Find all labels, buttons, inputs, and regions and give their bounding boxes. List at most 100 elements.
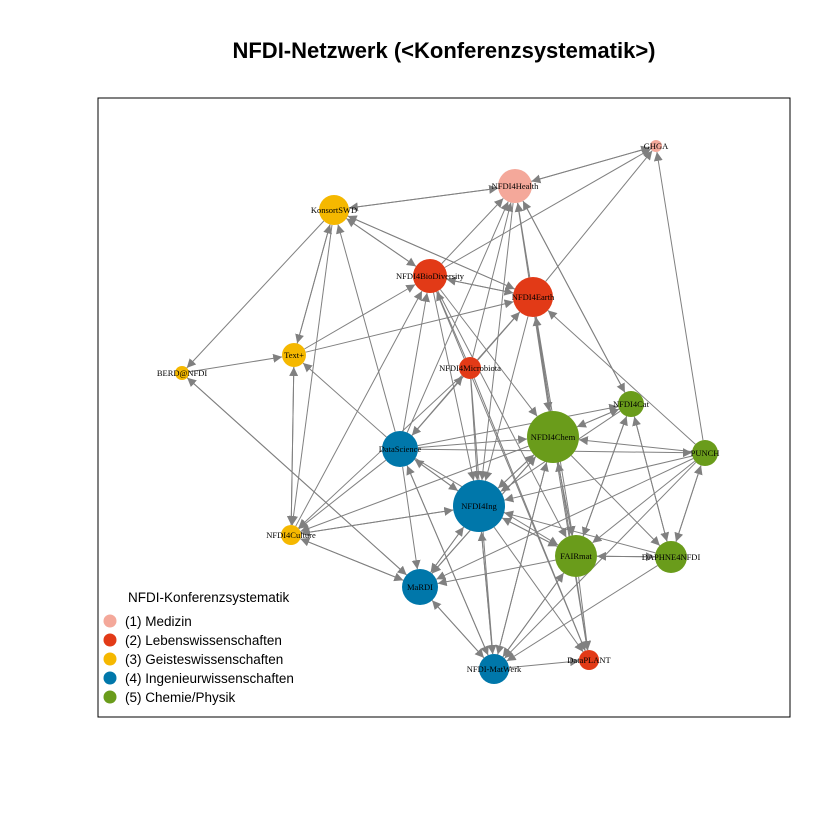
node-label: NFDI4Chem <box>531 432 576 442</box>
node-circle <box>282 343 306 367</box>
node-NFDI4Microbiota: NFDI4Microbiota <box>439 357 501 379</box>
edge-NFDI4BioDiversity-to-FAIRmat <box>437 290 567 538</box>
node-label: GHGA <box>644 141 669 151</box>
edge-NFDI-MatWerk-to-FAIRmat <box>502 572 565 658</box>
edge-NFDI4Culture-to-Text+ <box>289 366 299 526</box>
edge-NFDI-MatWerk-to-DataScience <box>406 465 489 656</box>
edge-NFDI4BioDiversity-to-KonsortSWD <box>346 218 417 267</box>
edge-NFDI4Microbiota-to-NFDI4Health <box>472 202 514 358</box>
edge-NFDI4Chem-to-DAPHNE4NFDI <box>570 455 661 546</box>
node-label: BERD@NFDI <box>157 368 208 378</box>
edge-NFDI4Health-to-NFDI4Ing <box>478 202 514 481</box>
node-DataScience: DataScience <box>379 431 421 467</box>
node-label: DataPLANT <box>567 655 611 665</box>
node-NFDI4Culture: NFDI4Culture <box>266 525 316 545</box>
node-label: NFDI-MatWerk <box>467 664 522 674</box>
edge-NFDI4Earth-to-KonsortSWD <box>347 215 515 290</box>
node-label: Text+ <box>284 350 304 360</box>
node-DataPLANT: DataPLANT <box>567 650 612 670</box>
edge-NFDI4Ing-to-DataScience <box>414 459 459 492</box>
edge-NFDI4Culture-to-NFDI4Ing <box>300 506 454 534</box>
legend-item: (5) Chemie/Physik <box>103 690 236 705</box>
node-circle <box>459 357 481 379</box>
edge-DataScience-to-NFDI4Chem <box>417 435 528 449</box>
legend-item: (3) Geisteswissenschaften <box>103 652 283 667</box>
node-NFDI4BioDiversity: NFDI4BioDiversity <box>396 259 465 293</box>
node-label: NFDI4Ing <box>461 501 497 511</box>
edge-Text+-to-KonsortSWD <box>296 224 332 344</box>
edge-DataScience-to-KonsortSWD <box>336 224 396 432</box>
edge-KonsortSWD-to-NFDI4Culture <box>289 224 333 526</box>
edge-DataScience-to-NFDI4Health <box>406 201 509 433</box>
edge-KonsortSWD-to-BERD@NFDI <box>186 220 325 369</box>
node-NFDI-MatWerk: NFDI-MatWerk <box>467 654 522 684</box>
edge-NFDI4Culture-to-NFDI4BioDiversity <box>295 290 423 527</box>
edge-NFDI4Microbiota-to-NFDI4BioDiversity <box>436 291 467 359</box>
edge-NFDI-MatWerk-to-NFDI4Ing <box>477 531 494 655</box>
node-circle <box>453 480 505 532</box>
edge-NFDI4Ing-to-DataPLANT <box>493 526 584 653</box>
node-label: PUNCH <box>691 448 720 458</box>
edge-NFDI4Earth-to-NFDI4BioDiversity <box>446 276 514 294</box>
edge-FAIRmat-to-MaRDI <box>437 559 556 587</box>
legend: NFDI-Konferenzsystematik (1) Medizin (2) … <box>103 590 294 705</box>
edge-BERD@NFDI-to-MaRDI <box>186 377 407 576</box>
node-label: KonsortSWD <box>311 205 357 215</box>
node-layer: GHGA NFDI4Health KonsortSWD NFDI4BioDiversi… <box>157 140 720 684</box>
edge-PUNCH-to-NFDI4Ing <box>504 455 693 503</box>
figure-title: NFDI-Netzwerk (<Konferenzsystematik>) <box>232 38 655 63</box>
node-circle <box>655 541 687 573</box>
node-circle <box>319 195 349 225</box>
node-label: NFDI4Cat <box>613 399 650 409</box>
legend-swatch <box>103 633 117 647</box>
legend-label: (3) Geisteswissenschaften <box>125 652 283 667</box>
node-circle <box>413 259 447 293</box>
node-MaRDI: MaRDI <box>402 569 438 605</box>
edge-DAPHNE4NFDI-to-PUNCH <box>675 465 703 542</box>
edge-DataScience-to-NFDI4Cat <box>417 403 619 447</box>
legend-swatch <box>103 614 117 628</box>
node-NFDI4Chem: NFDI4Chem <box>527 411 579 463</box>
edge-NFDI4Ing-to-FAIRmat <box>501 517 558 547</box>
node-circle <box>555 535 597 577</box>
edge-NFDI4Culture-to-MaRDI <box>300 538 404 582</box>
edge-FAIRmat-to-DataPLANT <box>578 576 592 651</box>
node-Text+: Text+ <box>282 343 306 367</box>
edge-Text+-to-NFDI4BioDiversity <box>304 284 416 350</box>
edge-NFDI4BioDiversity-to-NFDI4Health <box>441 198 504 264</box>
edge-BERD@NFDI-to-Text+ <box>188 353 283 373</box>
node-NFDI4Ing: NFDI4Ing <box>453 480 505 532</box>
edge-MaRDI-to-NFDI4Ing <box>430 526 465 573</box>
edge-NFDI4Cat-to-NFDI4Chem <box>576 408 620 428</box>
edge-PUNCH-to-GHGA <box>653 151 704 441</box>
node-BERD@NFDI: BERD@NFDI <box>157 366 208 380</box>
edge-DAPHNE4NFDI-to-NFDI4Cat <box>632 416 668 542</box>
edge-NFDI4Health-to-KonsortSWD <box>348 187 499 212</box>
legend-items: (1) Medizin (2) Lebenswissenschaften (3) G… <box>103 614 294 705</box>
edge-NFDI4Earth-to-NFDI4Ing <box>483 316 529 481</box>
edge-PUNCH-to-NFDI4Chem <box>578 436 693 453</box>
legend-label: (4) Ingenieurwissenschaften <box>125 671 294 686</box>
node-FAIRmat: FAIRmat <box>555 535 597 577</box>
node-circle <box>479 654 509 684</box>
edge-NFDI4BioDiversity-to-GHGA <box>444 148 652 268</box>
edge-DataScience-to-NFDI4Culture <box>298 459 387 530</box>
node-label: DAPHNE4NFDI <box>642 552 701 562</box>
node-circle <box>513 277 553 317</box>
node-circle <box>650 140 662 152</box>
node-PUNCH: PUNCH <box>691 440 720 466</box>
node-NFDI4Cat: NFDI4Cat <box>613 391 650 417</box>
edge-DataScience-to-Text+ <box>302 362 387 438</box>
legend-label: (2) Lebenswissenschaften <box>125 633 282 648</box>
node-circle <box>281 525 301 545</box>
node-KonsortSWD: KonsortSWD <box>311 195 357 225</box>
node-DAPHNE4NFDI: DAPHNE4NFDI <box>642 541 701 573</box>
edge-DataScience-to-NFDI4BioDiversity <box>402 292 430 432</box>
edge-GHGA-to-NFDI4Health <box>531 147 651 184</box>
edge-DataScience-to-MaRDI <box>402 466 421 570</box>
node-label: NFDI4Microbiota <box>439 363 501 373</box>
legend-swatch <box>103 690 117 704</box>
edge-NFDI4BioDiversity-to-NFDI4Chem <box>439 289 538 417</box>
edge-NFDI4BioDiversity-to-NFDI4Ing <box>433 292 477 481</box>
